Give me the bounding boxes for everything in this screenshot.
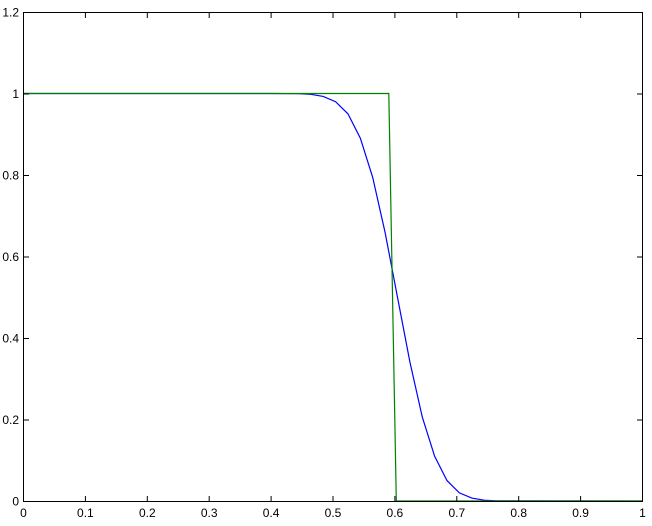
y-tick-label: 0 <box>12 495 19 509</box>
x-tick-label: 0 <box>20 506 27 520</box>
x-tick-label: 0.3 <box>201 506 218 520</box>
x-tick-label: 1 <box>639 506 646 520</box>
x-tick-label: 0.6 <box>387 506 404 520</box>
y-tick-label: 1 <box>12 87 19 101</box>
x-tick-label: 0.1 <box>77 506 94 520</box>
series-line-0 <box>23 92 643 502</box>
x-tick-label: 0.9 <box>572 506 589 520</box>
y-tick-label: 0.6 <box>2 250 19 264</box>
series-layer <box>23 92 643 502</box>
y-tick-label: 1.2 <box>2 6 19 20</box>
y-tick-label: 0.4 <box>2 332 19 346</box>
y-tick-label: 0.2 <box>2 413 19 427</box>
axes-box <box>23 12 643 502</box>
x-tick-label: 0.5 <box>325 506 342 520</box>
y-tick-label: 0.8 <box>2 169 19 183</box>
ticks-layer: 0 0.1 0.2 0.3 0.4 0.5 0.6 0.7 0.8 0.9 1 0 0.2 0.4 0.6 0… <box>2 6 646 521</box>
x-tick-label: 0.8 <box>510 506 527 520</box>
x-tick-label: 0.2 <box>139 506 156 520</box>
x-tick-label: 0.4 <box>263 506 280 520</box>
x-tick-label: 0.7 <box>448 506 465 520</box>
series-line-1 <box>23 92 642 502</box>
